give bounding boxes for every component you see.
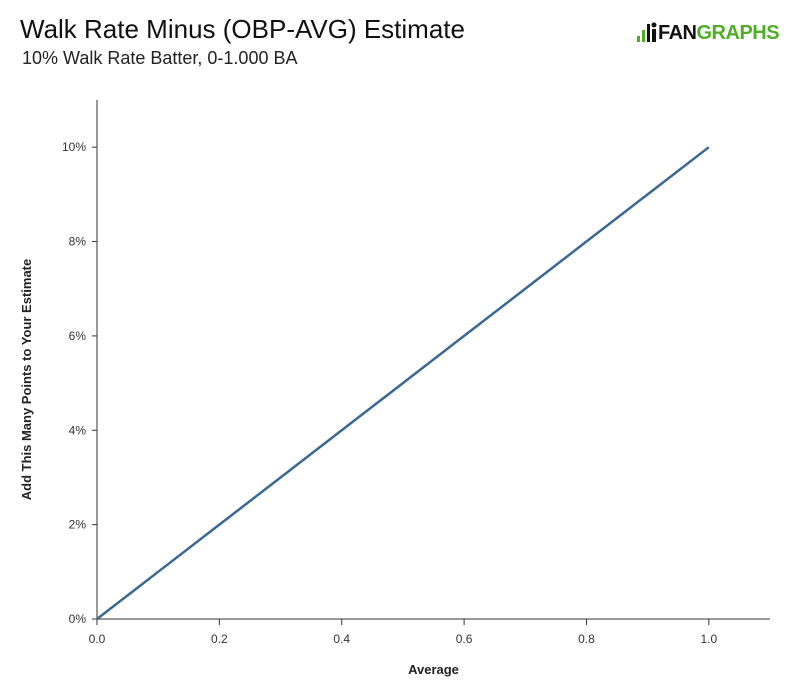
y-tick-label: 6%: [69, 329, 87, 343]
x-tick-label: 0.4: [333, 632, 350, 646]
chart-subtitle: 10% Walk Rate Batter, 0-1.000 BA: [22, 48, 298, 68]
x-tick-label: 1.0: [700, 632, 717, 646]
x-axis-title: Average: [408, 662, 459, 677]
fangraphs-logo: FAN GRAPHS: [636, 20, 780, 46]
fangraphs-logo-icon: [637, 22, 657, 42]
x-ticks: 0.0 0.2 0.4 0.6 0.8 1.0: [89, 619, 717, 646]
y-tick-label: 0%: [69, 612, 87, 626]
chart-title: Walk Rate Minus (OBP-AVG) Estimate: [20, 14, 465, 44]
y-ticks: 0% 2% 4% 6% 8% 10%: [62, 140, 97, 626]
y-axis-title: Add This Many Points to Your Estimate: [19, 259, 34, 501]
y-tick-label: 10%: [62, 140, 86, 154]
y-tick-label: 2%: [69, 518, 87, 532]
series-layer: [96, 146, 710, 620]
y-tick-label: 8%: [69, 235, 87, 249]
x-tick-label: 0.2: [211, 632, 228, 646]
logo-text-fan: FAN: [658, 21, 697, 44]
x-tick-label: 0.0: [89, 632, 106, 646]
y-axis: 0% 2% 4% 6% 8% 10%: [62, 100, 98, 626]
y-tick-label: 4%: [69, 423, 87, 437]
x-axis: 0.0 0.2 0.4 0.6 0.8 1.0: [89, 618, 770, 646]
series-line: [96, 146, 710, 620]
logo-text-graphs: GRAPHS: [696, 21, 780, 44]
x-tick-label: 0.6: [456, 632, 473, 646]
x-tick-label: 0.8: [578, 632, 595, 646]
